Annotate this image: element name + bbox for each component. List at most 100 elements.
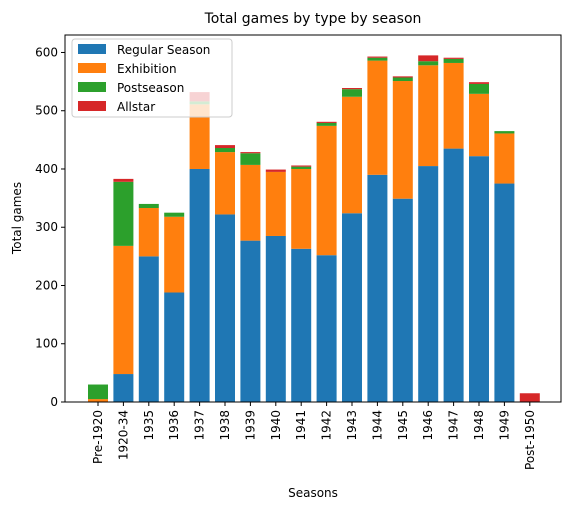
bar-regular-season-1943 bbox=[342, 213, 362, 402]
bar-allstar-1943 bbox=[342, 88, 362, 90]
y-tick-label: 300 bbox=[35, 220, 58, 234]
x-tick-label: 1948 bbox=[472, 410, 486, 441]
bar-exhibition-1945 bbox=[392, 81, 413, 199]
bar-allstar-1944 bbox=[367, 56, 388, 58]
x-tick-label: 1936 bbox=[167, 410, 181, 441]
bar-allstar-1920-34 bbox=[113, 178, 134, 182]
y-tick-label: 100 bbox=[35, 337, 58, 351]
bar-exhibition-1946 bbox=[418, 65, 439, 167]
bar-regular-season-1937 bbox=[189, 168, 210, 402]
bar-exhibition-1943 bbox=[342, 96, 362, 214]
x-tick-label: 1937 bbox=[193, 410, 207, 441]
bar-allstar-1948 bbox=[469, 82, 489, 84]
x-axis: Pre-1920 1920-34 1935 1936 1937 1938 1939 1940 1… bbox=[91, 402, 537, 470]
bar-exhibition-pre-1920 bbox=[88, 399, 108, 402]
y-axis: 0 100 200 300 400 500 600 bbox=[35, 45, 65, 409]
legend-swatch bbox=[78, 82, 106, 92]
bar-exhibition-1939 bbox=[240, 164, 261, 241]
legend-box bbox=[71, 38, 233, 118]
bar-allstar-1939 bbox=[240, 152, 261, 154]
bar-regular-season-1940 bbox=[265, 235, 286, 402]
y-tick-label: 600 bbox=[35, 45, 58, 59]
x-tick-label: 1938 bbox=[218, 410, 232, 441]
x-axis-label: Seasons bbox=[288, 486, 338, 500]
legend-label: Allstar bbox=[117, 100, 155, 114]
bar-exhibition-1920-34 bbox=[113, 245, 134, 375]
bar-postseason-1946 bbox=[418, 61, 439, 66]
bar-regular-season-1939 bbox=[240, 240, 261, 402]
bar-exhibition-1938 bbox=[215, 152, 235, 215]
bar-postseason-pre-1920 bbox=[88, 384, 108, 400]
plot-frame bbox=[64, 34, 562, 403]
bar-exhibition-1942 bbox=[316, 125, 337, 256]
legend-swatch bbox=[78, 63, 106, 73]
bar-postseason-1949 bbox=[494, 131, 515, 134]
legend-swatch bbox=[78, 44, 106, 54]
bar-exhibition-1940 bbox=[265, 171, 286, 236]
x-tick-label: 1949 bbox=[497, 410, 511, 441]
bar-regular-season-1942 bbox=[316, 255, 337, 402]
bar-regular-season-1945 bbox=[392, 198, 413, 402]
bar-regular-season-1936 bbox=[164, 292, 185, 402]
bar-postseason-1947 bbox=[443, 58, 464, 63]
bar-postseason-1920-34 bbox=[113, 181, 134, 246]
bar-exhibition-1944 bbox=[367, 60, 388, 175]
x-tick-label: 1944 bbox=[370, 410, 384, 441]
bar-exhibition-1949 bbox=[494, 133, 515, 184]
bar-exhibition-1941 bbox=[291, 168, 312, 249]
y-tick-label: 200 bbox=[35, 278, 58, 292]
x-tick-label: 1941 bbox=[294, 410, 308, 441]
bar-allstar-1941 bbox=[291, 165, 312, 167]
legend-label: Regular Season bbox=[117, 43, 210, 57]
bar-allstar-1947 bbox=[443, 57, 464, 59]
bar-exhibition-1936 bbox=[164, 216, 185, 293]
bar-allstar-1938 bbox=[215, 145, 235, 149]
x-tick-label: 1939 bbox=[243, 410, 257, 441]
legend: Regular Season Exhibition Postseason Allsta… bbox=[71, 38, 233, 118]
x-tick-label: 1946 bbox=[421, 410, 435, 441]
y-tick-label: 0 bbox=[50, 395, 58, 409]
bar-allstar-post-1950 bbox=[519, 393, 540, 402]
x-tick-label: Pre-1920 bbox=[91, 410, 105, 464]
bar-allstar-1940 bbox=[265, 169, 286, 172]
bar-regular-season-1948 bbox=[469, 156, 489, 402]
x-tick-label: Post-1950 bbox=[523, 410, 537, 470]
bar-postseason-1936 bbox=[164, 212, 185, 217]
y-tick-label: 400 bbox=[35, 162, 58, 176]
bar-postseason-1943 bbox=[342, 89, 362, 97]
bar-postseason-1945 bbox=[392, 77, 413, 82]
bar-postseason-1948 bbox=[469, 83, 489, 94]
bar-exhibition-1937 bbox=[189, 104, 210, 169]
x-tick-label: 1942 bbox=[320, 410, 334, 441]
bar-postseason-1935 bbox=[138, 203, 159, 209]
bar-exhibition-1947 bbox=[443, 62, 464, 149]
legend-swatch bbox=[78, 101, 106, 111]
bars-group bbox=[88, 55, 540, 402]
bar-postseason-1944 bbox=[367, 57, 388, 61]
bar-postseason-1938 bbox=[215, 148, 235, 153]
bar-allstar-1946 bbox=[418, 55, 439, 62]
bar-regular-season-1938 bbox=[215, 214, 235, 402]
bar-regular-season-1949 bbox=[494, 183, 515, 402]
y-axis-label: Total games bbox=[10, 182, 24, 255]
bar-regular-season-1946 bbox=[418, 166, 439, 402]
bar-postseason-1942 bbox=[316, 122, 337, 126]
bar-postseason-1939 bbox=[240, 153, 261, 165]
bar-regular-season-1920-34 bbox=[113, 374, 134, 402]
x-tick-label: 1943 bbox=[345, 410, 359, 441]
x-tick-label: 1935 bbox=[142, 410, 156, 441]
bar-regular-season-1935 bbox=[138, 256, 159, 402]
bar-allstar-1945 bbox=[392, 76, 413, 78]
bar-exhibition-1948 bbox=[469, 93, 489, 157]
legend-label: Exhibition bbox=[117, 62, 177, 76]
x-tick-label: 1947 bbox=[447, 410, 461, 441]
x-tick-label: 1920-34 bbox=[116, 410, 130, 460]
chart-title: Total games by type by season bbox=[204, 11, 422, 27]
bar-regular-season-1947 bbox=[443, 148, 464, 402]
legend-label: Postseason bbox=[117, 81, 184, 95]
bar-postseason-1941 bbox=[291, 166, 312, 169]
bar-regular-season-1941 bbox=[291, 248, 312, 402]
bar-allstar-1942 bbox=[316, 121, 337, 123]
bar-regular-season-1944 bbox=[367, 174, 388, 402]
